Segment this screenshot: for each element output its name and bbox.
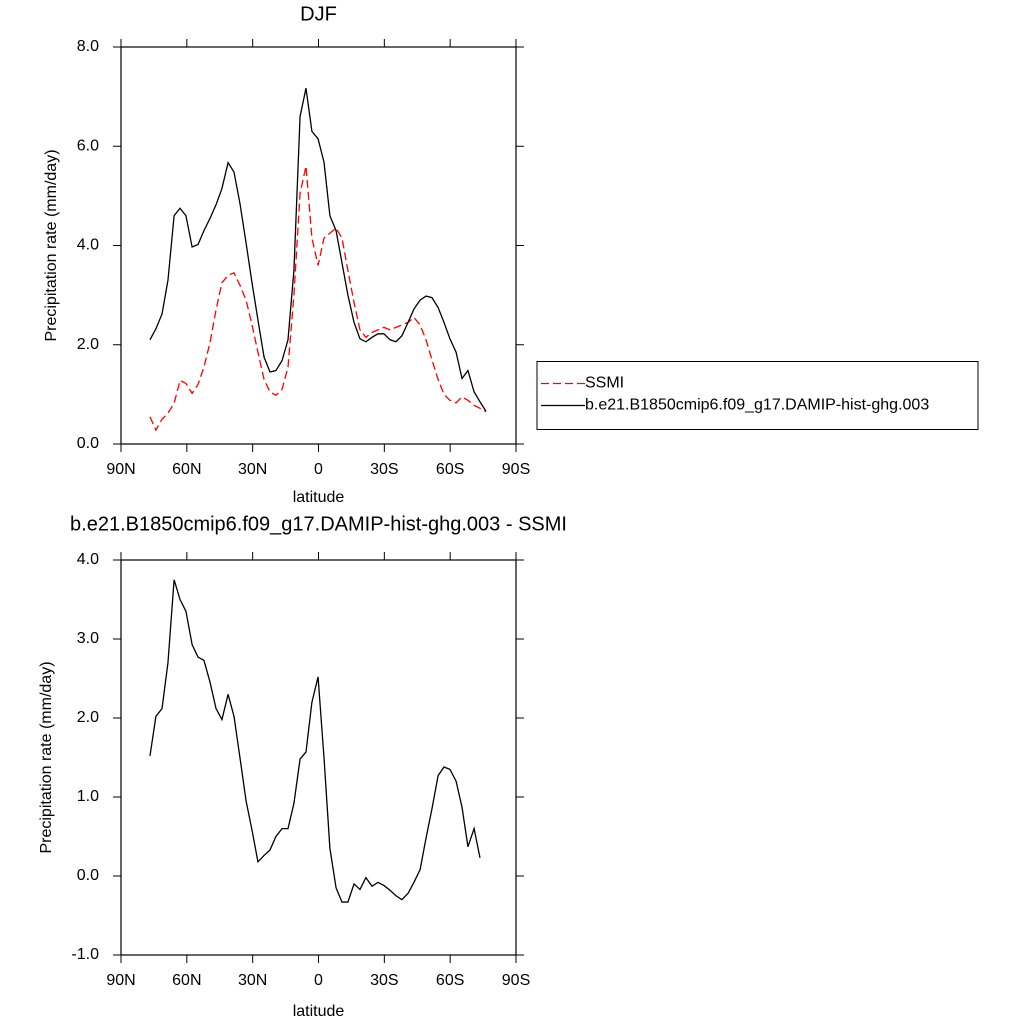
y-tick-label: 0.0 <box>77 435 99 452</box>
x-tick-label: 30N <box>238 972 267 989</box>
x-tick-label: 90S <box>502 461 530 478</box>
data-line <box>149 88 487 412</box>
x-tick-label: 90N <box>106 972 135 989</box>
legend-box <box>536 361 979 430</box>
y-tick-label: 1.0 <box>77 788 99 805</box>
legend-label: SSMI <box>585 375 624 392</box>
x-axis-label: latitude <box>293 489 345 506</box>
data-line <box>149 165 487 432</box>
x-tick-label: 60N <box>172 972 201 989</box>
plot-frame <box>120 46 517 445</box>
x-tick-label: 30S <box>370 461 398 478</box>
y-tick-label: 2.0 <box>77 336 99 353</box>
x-tick-label: 60S <box>436 461 464 478</box>
y-tick-label: 3.0 <box>77 630 99 647</box>
y-axis-label: Precipitation rate (mm/day) <box>38 661 55 853</box>
x-tick-label: 0 <box>314 461 323 478</box>
y-tick-label: 2.0 <box>77 709 99 726</box>
legend: SSMI b.e21.B1850cmip6.f09_g17.DAMIP-hist-… <box>536 361 979 430</box>
x-tick-label: 0 <box>314 972 323 989</box>
data-line <box>149 579 481 903</box>
y-tick-label: -1.0 <box>71 946 99 963</box>
x-axis-label: latitude <box>293 1003 345 1020</box>
plot-frame <box>120 559 517 956</box>
x-tick-label: 90S <box>502 972 530 989</box>
y-tick-label: 8.0 <box>77 38 99 55</box>
y-tick-label: 4.0 <box>77 237 99 254</box>
x-tick-label: 30N <box>238 461 267 478</box>
x-tick-label: 30S <box>370 972 398 989</box>
x-tick-label: 90N <box>106 461 135 478</box>
y-tick-label: 4.0 <box>77 551 99 568</box>
y-axis-label: Precipitation rate (mm/day) <box>43 149 60 341</box>
legend-label: b.e21.B1850cmip6.f09_g17.DAMIP-hist-ghg.… <box>585 397 929 414</box>
y-tick-label: 0.0 <box>77 867 99 884</box>
y-tick-label: 6.0 <box>77 137 99 154</box>
x-tick-label: 60S <box>436 972 464 989</box>
x-tick-label: 60N <box>172 461 201 478</box>
chart-title: DJF <box>300 3 337 25</box>
chart-title: b.e21.B1850cmip6.f09_g17.DAMIP-hist-ghg.… <box>70 513 567 535</box>
